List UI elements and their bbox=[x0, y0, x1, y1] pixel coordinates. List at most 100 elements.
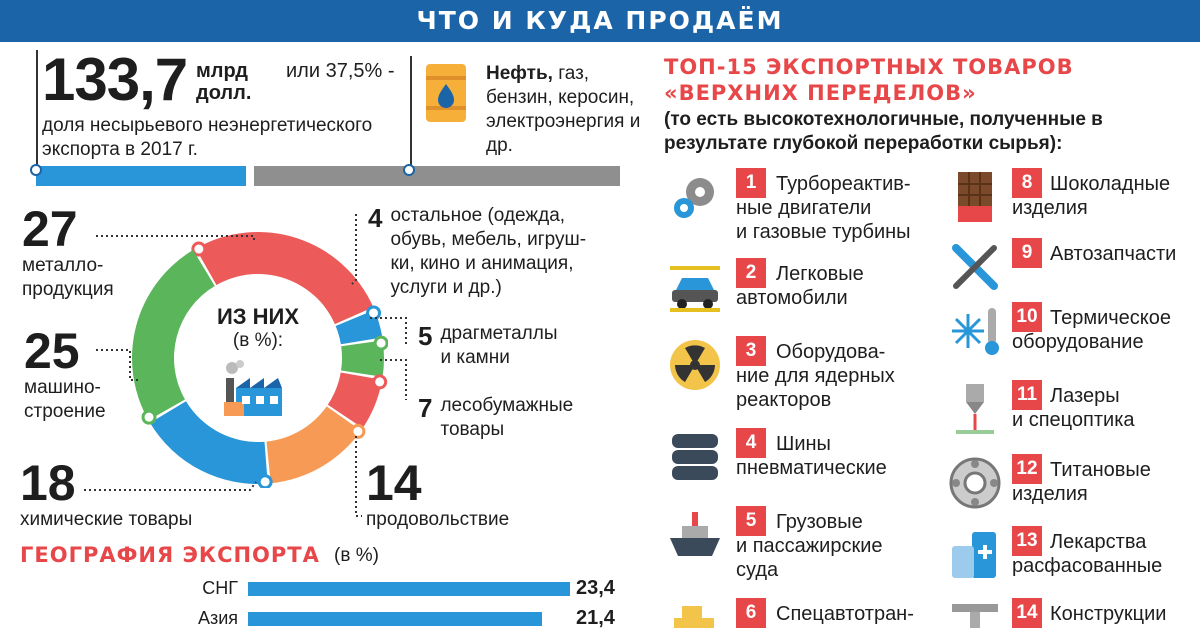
bracket-line bbox=[36, 50, 38, 172]
export-item-label: Спецавтотран- bbox=[776, 603, 914, 625]
rank-badge: 14 bbox=[1012, 598, 1042, 628]
donut-label-5: 18 химические товары bbox=[20, 458, 192, 532]
beam-icon bbox=[948, 600, 1002, 628]
truck-icon bbox=[668, 600, 722, 628]
donut-value-label: 14 bbox=[366, 455, 422, 511]
geo-bar bbox=[248, 612, 543, 626]
export-share: или 37,5% - bbox=[286, 60, 395, 82]
donut-segment-marker bbox=[373, 335, 388, 351]
donut-segment bbox=[132, 250, 215, 421]
donut-center-title: ИЗ НИХ bbox=[216, 304, 300, 329]
radiation-icon bbox=[668, 338, 722, 392]
export-item-label: Легковые автомобили bbox=[736, 263, 864, 309]
geo-category-label: Азия bbox=[197, 608, 238, 628]
bar-dot bbox=[30, 164, 42, 176]
export-item-label: Шины пневматические bbox=[736, 433, 887, 479]
donut-label-6: 25 машино-строение bbox=[24, 326, 106, 424]
header-banner: ЧТО И КУДА ПРОДАЁМ bbox=[0, 0, 1200, 42]
rank-badge: 12 bbox=[1012, 454, 1042, 484]
donut-value-label: 18 bbox=[20, 455, 76, 511]
snowflake-thermometer-icon bbox=[948, 304, 1002, 358]
export-item-label: Оборудова-ние для ядерных реакторов bbox=[736, 341, 895, 411]
geo-chart-title: ГЕОГРАФИЯ ЭКСПОРТА bbox=[20, 543, 320, 567]
oil-rest-label: газ, бензин, керосин, электроэнергия и д… bbox=[486, 63, 641, 156]
rank-badge: 5 bbox=[736, 506, 766, 536]
donut-label-0: 27 металло-продукция bbox=[22, 204, 114, 302]
donut-value-label: 5 bbox=[418, 321, 433, 351]
donut-segment bbox=[327, 372, 383, 429]
donut-category-label: химические товары bbox=[20, 509, 193, 530]
rank-badge: 6 bbox=[736, 598, 766, 628]
donut-category-label: лесобумажные товары bbox=[440, 395, 574, 440]
medicine-icon bbox=[948, 528, 1002, 582]
donut-value-label: 27 bbox=[22, 201, 78, 257]
geo-value-label: 21,4 bbox=[576, 607, 615, 628]
oil-barrel-icon bbox=[426, 64, 466, 122]
rank-badge: 10 bbox=[1012, 302, 1042, 332]
donut-segment bbox=[341, 340, 384, 377]
donut-segment-marker bbox=[257, 474, 273, 488]
gear-icon bbox=[668, 170, 722, 224]
export-item-label: Конструкции bbox=[1050, 603, 1167, 625]
export-item-label: Турбореактив-ные двигатели и газовые турб… bbox=[736, 173, 911, 243]
divider-line bbox=[410, 56, 412, 172]
other-export-desc: Нефть, газ, бензин, керосин, электроэнер… bbox=[486, 62, 646, 158]
laser-icon bbox=[948, 382, 1002, 436]
bearing-icon bbox=[948, 456, 1002, 510]
donut-value-label: 25 bbox=[24, 323, 80, 379]
car-icon bbox=[668, 260, 722, 314]
export-item-label: Лазеры и спецоптика bbox=[1012, 385, 1135, 431]
donut-value-label: 4 bbox=[368, 203, 383, 233]
donut-segment bbox=[195, 231, 374, 325]
total-export-value: 133,7 bbox=[42, 46, 188, 113]
geo-bar bbox=[248, 582, 570, 596]
rank-badge: 13 bbox=[1012, 526, 1042, 556]
donut-category-label: металло-продукция bbox=[22, 255, 114, 300]
ship-icon bbox=[668, 508, 722, 562]
rank-badge: 4 bbox=[736, 428, 766, 458]
donut-segment-marker bbox=[372, 374, 388, 390]
donut-label-3: 7 лесобумажные товары bbox=[418, 394, 573, 442]
donut-segment-marker bbox=[366, 305, 382, 321]
rank-badge: 8 bbox=[1012, 168, 1042, 198]
rank-badge: 11 bbox=[1012, 380, 1042, 410]
export-item-label: Термическое оборудование bbox=[1012, 307, 1172, 353]
donut-label-2: 5 драгметаллы и камни bbox=[418, 322, 558, 370]
chocolate-icon bbox=[948, 170, 1002, 224]
donut-value-label: 7 bbox=[418, 393, 433, 423]
export-share-desc: доля несырьевого неэнергетического экспо… bbox=[42, 115, 373, 160]
donut-segment-marker bbox=[191, 241, 207, 257]
donut-category-label: продовольствие bbox=[366, 509, 510, 530]
factory-icon bbox=[224, 360, 282, 416]
tires-icon bbox=[668, 430, 722, 484]
donut-center-unit: (в %): bbox=[232, 330, 284, 351]
total-export-unit: млрд долл. bbox=[196, 60, 252, 104]
donut-segment bbox=[266, 406, 362, 484]
geo-category-label: СНГ bbox=[202, 578, 238, 598]
donut-category-label: машино-строение bbox=[24, 377, 106, 422]
top15-title-line2: «ВЕРХНИХ ПЕРЕДЕЛОВ» bbox=[664, 81, 977, 105]
top15-subtitle: (то есть высокотехнологичные, полученные… bbox=[664, 109, 1103, 154]
export-item-label: Шоколадные изделия bbox=[1012, 173, 1171, 219]
page-title: ЧТО И КУДА ПРОДАЁМ bbox=[416, 6, 784, 35]
bar-dot bbox=[403, 164, 415, 176]
donut-label-4: 14 продовольствие bbox=[366, 458, 509, 532]
donut-category-label: драгметаллы и камни bbox=[440, 323, 558, 368]
donut-segment-marker bbox=[350, 423, 366, 439]
donut-label-1: 4 остальное (одежда, обувь, мебель, игруш-… bbox=[368, 204, 586, 300]
export-item-label: Лекарства расфасованные bbox=[1012, 531, 1163, 577]
export-item-label: Грузовые и пассажирские суда bbox=[736, 511, 883, 581]
geo-chart-unit: (в %) bbox=[334, 545, 379, 566]
donut-segment bbox=[150, 401, 268, 484]
rank-badge: 9 bbox=[1012, 238, 1042, 268]
rank-badge: 1 bbox=[736, 168, 766, 198]
share-bar-grey bbox=[254, 166, 620, 186]
donut-category-label: остальное (одежда, обувь, мебель, игруш-к… bbox=[390, 205, 587, 298]
rank-badge: 2 bbox=[736, 258, 766, 288]
donut-segment-marker bbox=[141, 409, 157, 425]
rank-badge: 3 bbox=[736, 336, 766, 366]
oil-bold-label: Нефть, bbox=[486, 63, 553, 84]
export-item-label: Титановые изделия bbox=[1012, 459, 1151, 505]
top15-title-line1: ТОП-15 ЭКСПОРТНЫХ ТОВАРОВ bbox=[664, 55, 1074, 79]
wrench-icon bbox=[948, 240, 1002, 294]
